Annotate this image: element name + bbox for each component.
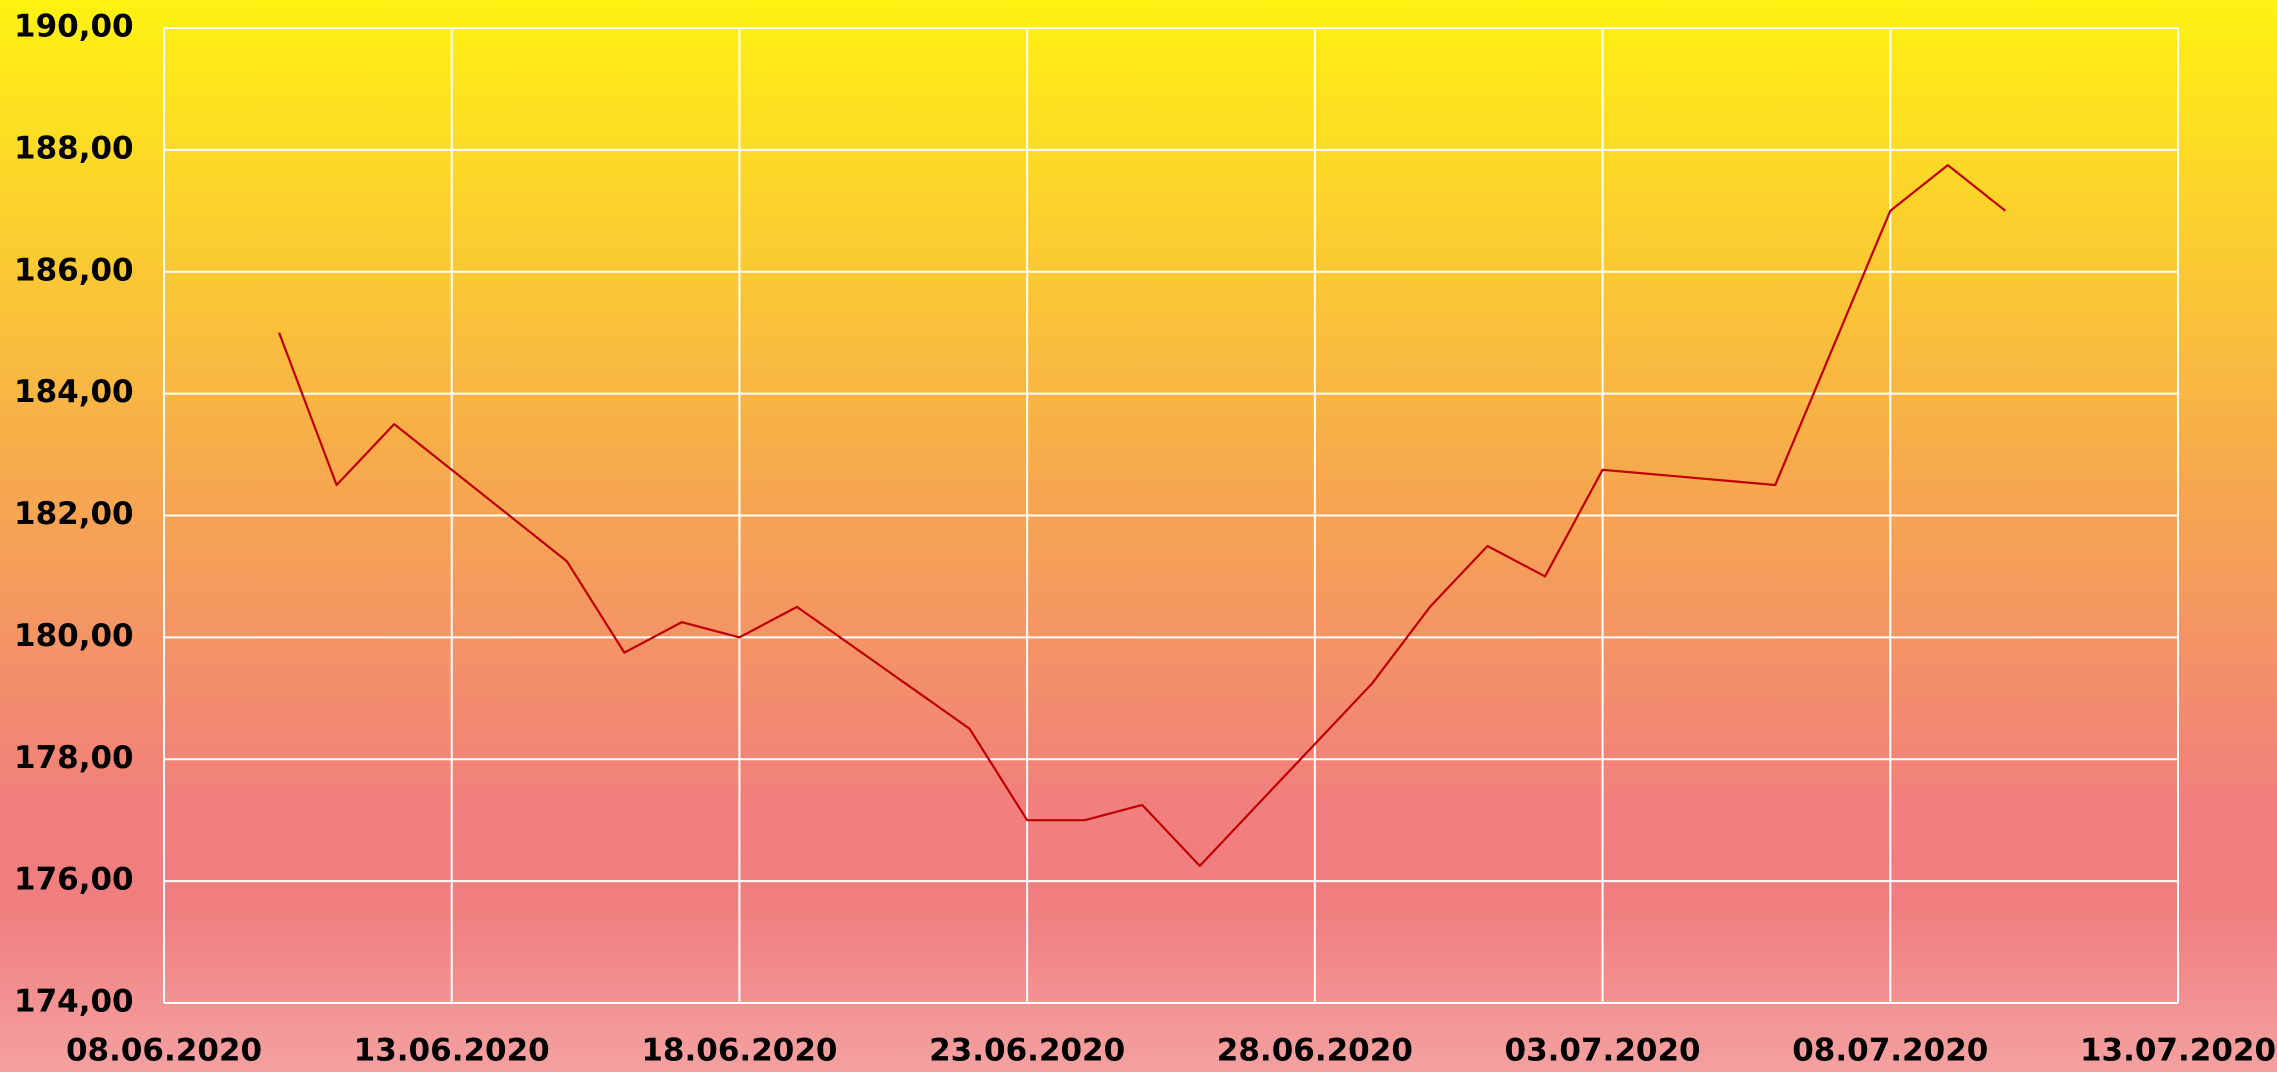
x-tick-label: 13.06.2020 xyxy=(354,1033,550,1069)
y-tick-label: 186,00 xyxy=(14,252,134,288)
y-tick-label: 178,00 xyxy=(14,740,134,776)
x-tick-label: 23.06.2020 xyxy=(929,1033,1125,1069)
x-tick-label: 28.06.2020 xyxy=(1217,1033,1413,1069)
x-tick-label: 13.07.2020 xyxy=(2080,1033,2276,1069)
x-tick-label: 08.06.2020 xyxy=(66,1033,262,1069)
y-tick-label: 188,00 xyxy=(14,130,134,166)
y-tick-label: 190,00 xyxy=(14,9,134,45)
x-tick-label: 18.06.2020 xyxy=(641,1033,837,1069)
y-tick-label: 184,00 xyxy=(14,374,134,410)
y-tick-label: 174,00 xyxy=(14,984,134,1020)
y-tick-label: 176,00 xyxy=(14,862,134,898)
line-series xyxy=(278,164,2007,867)
y-tick-label: 180,00 xyxy=(14,618,134,654)
x-tick-label: 08.07.2020 xyxy=(1792,1033,1988,1069)
x-tick-label: 03.07.2020 xyxy=(1505,1033,1701,1069)
y-tick-label: 182,00 xyxy=(14,496,134,532)
